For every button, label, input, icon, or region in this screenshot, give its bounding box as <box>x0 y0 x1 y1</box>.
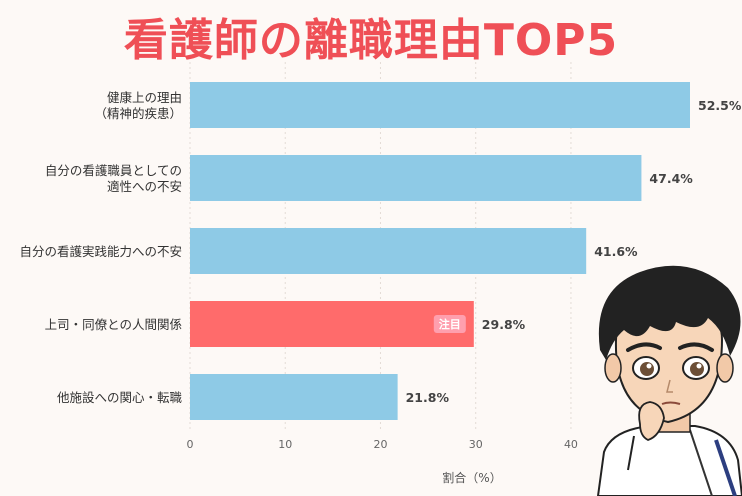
category-label: 適性への不安 <box>107 179 182 194</box>
highlight-badge-text: 注目 <box>439 317 461 331</box>
category-label: 自分の看護職員としての <box>45 163 182 178</box>
category-label: 他施設への関心・転職 <box>57 390 183 405</box>
bar <box>190 374 398 420</box>
x-tick-label: 30 <box>469 438 483 451</box>
value-label: 47.4% <box>649 171 693 186</box>
value-label: 52.5% <box>698 98 742 113</box>
bar-highlighted <box>190 301 474 347</box>
category-label: （精神的疾患） <box>94 106 182 121</box>
value-label: 29.8% <box>482 317 526 332</box>
bar <box>190 155 642 201</box>
value-label: 21.8% <box>406 390 450 405</box>
x-tick-label: 40 <box>564 438 578 451</box>
category-label: 上司・同僚との人間関係 <box>45 317 182 332</box>
chart-title: 看護師の離職理由TOP5 <box>123 15 619 66</box>
bar <box>190 228 587 274</box>
x-axis-label: 割合（%） <box>442 470 501 485</box>
category-label: 自分の看護実践能力への不安 <box>19 244 182 259</box>
highlight-badge <box>433 315 466 333</box>
value-label: 41.6% <box>594 244 638 259</box>
bars <box>190 82 690 420</box>
labels: 52.5% 健康上の理由（精神的疾患） 47.4% 自分の看護職員としての適性への不安… <box>19 90 741 405</box>
category-label: 健康上の理由 <box>107 90 182 105</box>
x-tick-label: 10 <box>278 438 292 451</box>
x-ticks: 0 10 20 30 40 <box>187 438 578 451</box>
x-tick-label: 20 <box>373 438 387 451</box>
x-tick-label: 0 <box>187 438 194 451</box>
bar <box>190 82 690 128</box>
character-illustration <box>596 265 742 496</box>
